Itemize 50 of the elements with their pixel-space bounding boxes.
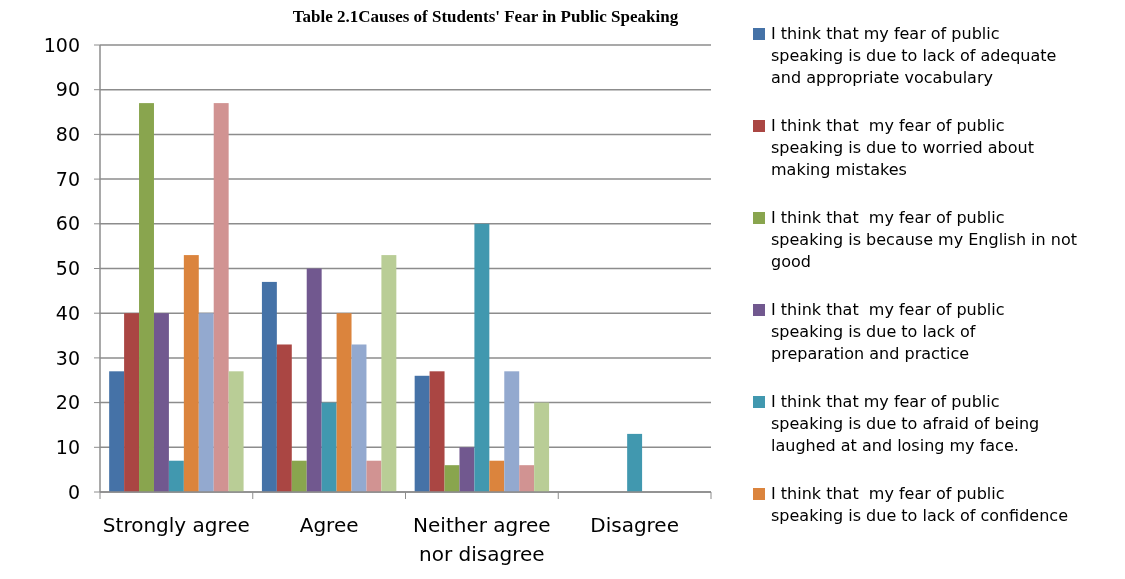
y-tick-label: 0	[67, 480, 80, 503]
bar	[291, 460, 307, 492]
bar	[183, 255, 199, 492]
bar	[474, 223, 490, 492]
legend-label: I think that my fear of public speaking is due to lack of confidence	[771, 484, 1068, 525]
bar	[306, 268, 322, 492]
legend-label: I think that my fear of public speaking is because my English in not good	[771, 208, 1077, 271]
bar	[627, 433, 643, 492]
bar	[153, 313, 169, 492]
legend-label: I think that my fear of public speaking is due to worried about making mistakes	[771, 116, 1034, 179]
x-tick-label: Strongly agree	[102, 513, 250, 537]
bar	[168, 460, 184, 492]
x-tick-label: Disagree	[590, 513, 679, 537]
chart-title: Table 2.1Causes of Students' Fear in Public Speaking	[292, 7, 679, 26]
bar	[366, 460, 382, 492]
legend-label: I think that my fear of public speaking is due to lack of adequate and appropriate vocabulary	[771, 24, 1057, 87]
bar	[459, 447, 475, 492]
bar	[276, 344, 292, 492]
y-tick-label: 30	[55, 346, 80, 369]
bar	[414, 375, 430, 492]
bar	[109, 371, 125, 492]
y-tick-label: 100	[43, 33, 80, 56]
y-tick-label: 80	[55, 123, 80, 146]
y-tick-label: 20	[55, 391, 80, 414]
y-tick-label: 40	[55, 301, 80, 324]
bar	[228, 371, 244, 492]
bar	[519, 465, 535, 492]
bar	[444, 465, 460, 492]
bar	[429, 371, 445, 492]
bar	[534, 402, 550, 492]
x-tick-label: Neither agree nor disagree	[413, 513, 551, 566]
y-tick-label: 60	[55, 212, 80, 235]
bar	[381, 255, 397, 492]
y-tick-label: 90	[55, 78, 80, 101]
y-tick-label: 10	[55, 435, 80, 458]
y-tick-label: 70	[55, 167, 80, 190]
bar	[261, 281, 277, 492]
legend-label: I think that my fear of public speaking is due to afraid of being laughed at and losing my face.	[771, 392, 1040, 455]
bar	[139, 103, 154, 492]
legend-label: I think that my fear of public speaking is due to lack of preparation and practice	[771, 300, 1005, 363]
y-tick-label: 50	[55, 257, 80, 280]
bar	[213, 103, 229, 492]
bar	[489, 460, 505, 492]
bar	[321, 402, 337, 492]
bar	[351, 344, 367, 492]
bar	[504, 371, 520, 492]
bar	[336, 313, 352, 492]
bar	[124, 313, 140, 492]
x-tick-label: Agree	[299, 513, 359, 537]
bar	[198, 313, 214, 492]
